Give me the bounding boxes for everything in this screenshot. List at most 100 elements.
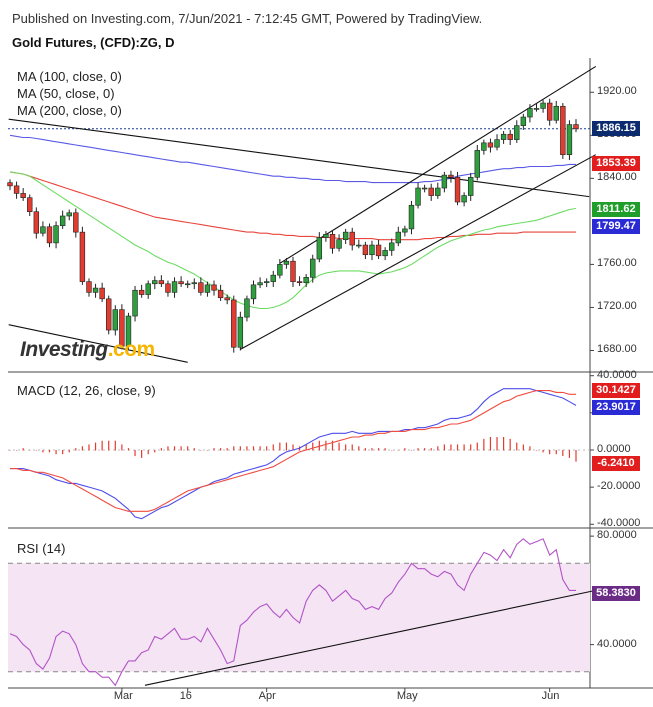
symbol-title: Gold Futures, (CFD):ZG, D bbox=[12, 35, 175, 50]
price-tick-label: 1920.00 bbox=[597, 85, 637, 98]
candle bbox=[92, 287, 99, 293]
candle bbox=[277, 264, 283, 276]
candle bbox=[481, 142, 487, 151]
candle bbox=[112, 309, 119, 331]
candle bbox=[66, 212, 72, 217]
candle bbox=[402, 228, 408, 233]
candle bbox=[303, 277, 309, 284]
candle bbox=[237, 316, 244, 348]
price-value-tag: 1853.39 bbox=[592, 155, 640, 171]
candle bbox=[224, 297, 230, 301]
candle bbox=[527, 108, 533, 118]
macd-signal-line bbox=[10, 390, 576, 512]
candle bbox=[178, 281, 184, 285]
candle bbox=[138, 289, 145, 295]
rsi-trendline bbox=[144, 589, 596, 686]
channel-lower-line bbox=[240, 154, 597, 350]
candle bbox=[99, 287, 105, 300]
candle bbox=[500, 133, 507, 140]
candle bbox=[79, 231, 86, 282]
candle bbox=[487, 142, 494, 148]
candle bbox=[59, 215, 66, 226]
candle bbox=[125, 315, 132, 347]
candle bbox=[73, 212, 79, 233]
candle bbox=[323, 233, 329, 238]
rsi-label: RSI (14) bbox=[17, 541, 66, 556]
ma200-label: MA (200, close, 0) bbox=[17, 103, 122, 118]
price-tick-label: 1760.00 bbox=[597, 257, 637, 270]
candle bbox=[494, 139, 500, 148]
candle bbox=[290, 260, 296, 282]
candle bbox=[415, 187, 421, 206]
price-value-tag: 1886.15 bbox=[592, 120, 640, 136]
candle bbox=[86, 281, 92, 293]
candle bbox=[573, 124, 579, 130]
candle bbox=[263, 281, 270, 284]
macd-value-tag: 30.1427 bbox=[592, 382, 640, 398]
downtrend-line bbox=[8, 118, 590, 198]
candle bbox=[145, 283, 151, 295]
candle bbox=[533, 108, 540, 110]
lower-downtrend-line bbox=[8, 324, 188, 363]
candle bbox=[316, 237, 323, 260]
x-tick-label: Mar bbox=[113, 690, 133, 702]
price-tick-label: 1840.00 bbox=[597, 171, 637, 184]
price-value-tag: 1799.47 bbox=[592, 218, 640, 234]
candle bbox=[474, 150, 480, 178]
x-tick-label: 16 bbox=[179, 690, 192, 702]
price-tick-label: 1720.00 bbox=[597, 300, 637, 313]
ma100-label: MA (100, close, 0) bbox=[17, 69, 122, 84]
candle bbox=[336, 239, 342, 249]
investing-logo: Investing.com bbox=[20, 338, 155, 361]
candle bbox=[33, 211, 40, 234]
candle bbox=[356, 244, 362, 247]
candle bbox=[389, 242, 395, 251]
channel-upper-line bbox=[279, 65, 597, 264]
candle bbox=[310, 258, 316, 278]
candle bbox=[27, 197, 33, 212]
rsi-tick-label: 80.0000 bbox=[597, 529, 637, 542]
candle bbox=[119, 309, 125, 347]
candle bbox=[408, 204, 415, 230]
candle bbox=[40, 226, 46, 234]
candle bbox=[231, 299, 237, 348]
candle bbox=[257, 282, 263, 286]
candle bbox=[20, 193, 26, 199]
candle bbox=[342, 231, 349, 240]
candle bbox=[270, 274, 276, 282]
x-tick-label: Apr bbox=[258, 690, 276, 702]
x-tick-label: May bbox=[396, 690, 418, 702]
candle bbox=[204, 284, 211, 293]
macd-tick-label: -20.0000 bbox=[597, 480, 641, 493]
ma50-label: MA (50, close, 0) bbox=[17, 86, 115, 101]
ma100-line bbox=[9, 171, 576, 241]
candle bbox=[349, 231, 355, 246]
candle bbox=[165, 283, 171, 293]
candle bbox=[540, 102, 546, 109]
candle bbox=[198, 282, 204, 293]
macd-tick-label: -40.0000 bbox=[597, 517, 641, 530]
candle bbox=[435, 187, 441, 196]
rsi-tick-label: 40.0000 bbox=[597, 637, 637, 650]
macd-tick-label: 0.0000 bbox=[597, 443, 631, 455]
candle bbox=[560, 105, 566, 155]
candle bbox=[13, 185, 20, 194]
rsi-value-tag: 58.3830 bbox=[592, 585, 640, 601]
candle bbox=[382, 250, 388, 257]
price-value-tag: 1811.62 bbox=[592, 201, 640, 217]
candle bbox=[250, 284, 257, 300]
candle bbox=[428, 187, 434, 196]
candle bbox=[566, 124, 573, 155]
macd-value-tag: -6.2410 bbox=[592, 455, 640, 471]
candle bbox=[520, 116, 527, 126]
candle bbox=[106, 298, 112, 331]
ma50-line bbox=[9, 134, 576, 184]
macd-value-tag: 23.9017 bbox=[592, 399, 640, 415]
candle bbox=[375, 244, 382, 257]
candle bbox=[553, 105, 559, 121]
candle bbox=[46, 226, 53, 244]
rsi-band bbox=[8, 563, 590, 672]
candle bbox=[514, 125, 520, 140]
candle bbox=[152, 280, 158, 285]
price-tick-label: 1680.00 bbox=[597, 343, 637, 356]
